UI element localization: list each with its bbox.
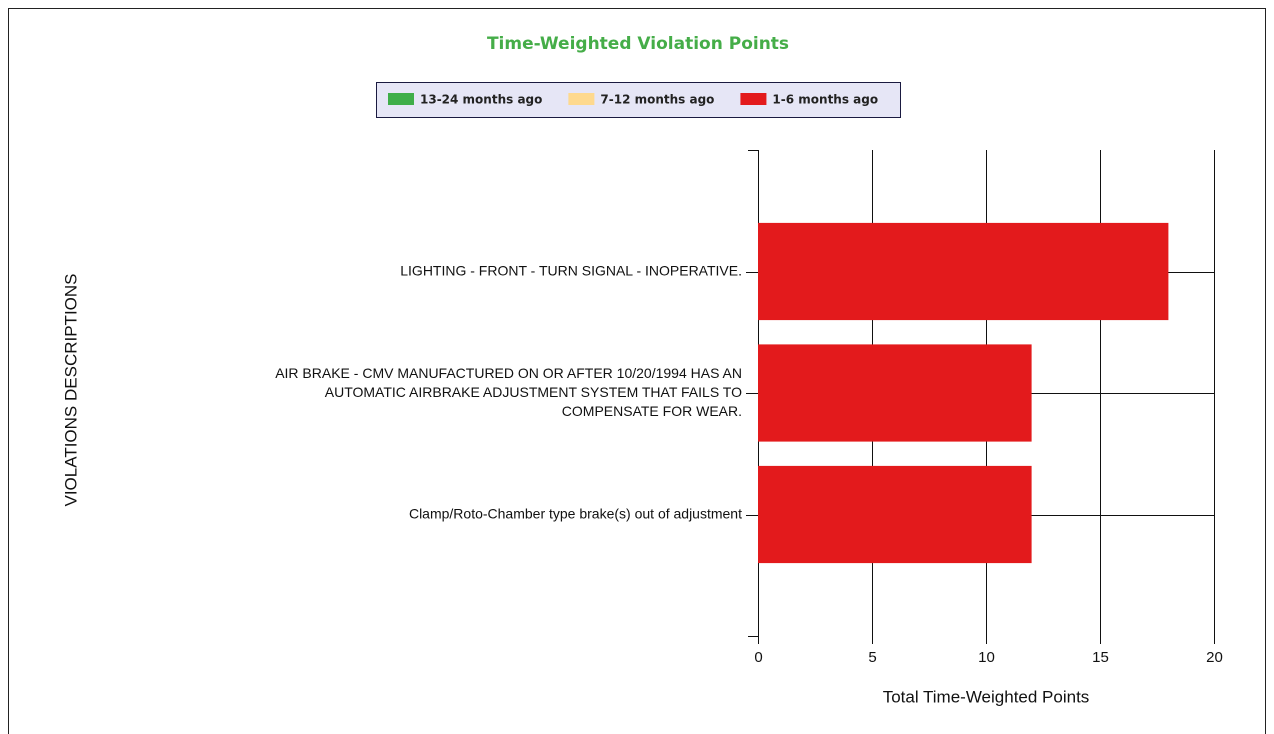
x-tick-label: 0 (754, 649, 762, 666)
chart-title: Time-Weighted Violation Points (487, 34, 789, 54)
legend-label: 1-6 months ago (772, 93, 878, 107)
x-tick-label: 5 (868, 649, 876, 666)
x-axis-label: Total Time-Weighted Points (883, 687, 1090, 706)
legend-swatch (388, 93, 414, 105)
bar (758, 344, 1032, 442)
legend-swatch (568, 93, 595, 105)
x-tick-label: 15 (1092, 649, 1109, 666)
bar (758, 222, 1169, 321)
y-tick-label: Clamp/Roto-Chamber type brake(s) out of … (409, 505, 742, 521)
frame (8, 8, 1266, 734)
y-axis-label: VIOLATIONS DESCRIPTIONS (61, 273, 80, 506)
legend-label: 7-12 months ago (600, 93, 714, 107)
y-tick-label: AIR BRAKE - CMV MANUFACTURED ON OR AFTER… (275, 365, 742, 419)
y-tick-label: LIGHTING - FRONT - TURN SIGNAL - INOPERA… (400, 262, 742, 278)
legend-label: 13-24 months ago (420, 93, 542, 107)
legend-swatch (740, 93, 767, 105)
x-tick-label: 20 (1206, 649, 1223, 666)
x-tick-label: 10 (978, 649, 995, 666)
legend-box (376, 82, 901, 118)
bar (758, 465, 1032, 564)
